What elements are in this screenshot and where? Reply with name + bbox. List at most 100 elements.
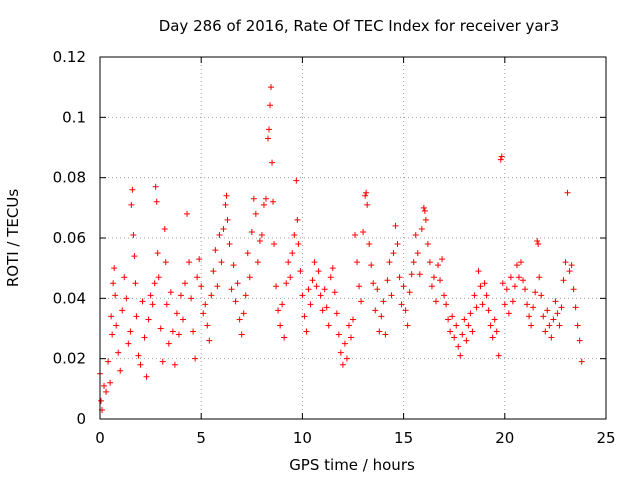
data-point <box>574 322 581 329</box>
data-point <box>135 352 142 359</box>
data-point <box>161 225 168 232</box>
data-point <box>186 259 193 266</box>
x-tick-label: 5 <box>196 429 206 447</box>
data-point <box>554 310 561 317</box>
data-point <box>453 322 460 329</box>
data-point <box>103 388 110 395</box>
data-point <box>380 298 387 305</box>
data-point <box>291 231 298 238</box>
data-point <box>194 274 201 281</box>
data-point <box>262 195 269 202</box>
data-point <box>564 189 571 196</box>
data-point <box>256 238 263 245</box>
data-point <box>98 397 105 404</box>
data-point <box>443 301 450 308</box>
data-point <box>544 307 551 314</box>
data-point <box>173 310 180 317</box>
y-axis-label: ROTI / TECUs <box>4 189 22 287</box>
data-point <box>153 198 160 205</box>
data-point <box>540 313 547 320</box>
data-point <box>226 241 233 248</box>
data-point <box>457 352 464 359</box>
data-point <box>339 361 346 368</box>
data-point <box>412 231 419 238</box>
data-point <box>242 292 249 299</box>
data-point <box>410 259 417 266</box>
data-point <box>572 304 579 311</box>
data-point <box>421 207 428 214</box>
data-point <box>208 292 215 299</box>
data-point <box>366 241 373 248</box>
data-point <box>198 283 205 290</box>
data-point <box>132 280 139 287</box>
data-point <box>491 316 498 323</box>
data-point <box>441 292 448 299</box>
data-point <box>266 126 273 133</box>
data-point <box>364 201 371 208</box>
data-point <box>408 271 415 278</box>
data-point <box>517 259 524 266</box>
data-point <box>246 274 253 281</box>
data-point <box>390 250 397 257</box>
data-point <box>481 280 488 287</box>
data-point <box>526 313 533 320</box>
data-point <box>137 361 144 368</box>
data-point <box>200 310 207 317</box>
data-point <box>485 307 492 314</box>
data-point <box>498 153 505 160</box>
data-point <box>400 283 407 290</box>
data-point <box>439 256 446 263</box>
data-point <box>426 259 433 266</box>
data-point <box>287 274 294 281</box>
data-point <box>507 274 514 281</box>
data-point <box>196 256 203 263</box>
data-point <box>223 192 230 199</box>
data-point <box>538 292 545 299</box>
data-point <box>420 204 427 211</box>
data-point <box>352 231 359 238</box>
data-point <box>477 283 484 290</box>
data-point <box>396 274 403 281</box>
data-point <box>473 304 480 311</box>
x-tick-label: 15 <box>394 429 413 447</box>
data-point <box>309 277 316 284</box>
data-point <box>267 102 274 109</box>
data-point <box>368 262 375 269</box>
data-point <box>254 259 261 266</box>
data-point <box>210 268 217 275</box>
data-point <box>404 322 411 329</box>
y-tick-label: 0.02 <box>53 350 86 368</box>
data-point <box>244 250 251 257</box>
y-tick-labels: 0 0.02 0.04 0.06 0.08 0.1 0.12 <box>53 48 86 428</box>
data-point <box>129 186 136 193</box>
data-point <box>105 358 112 365</box>
data-point <box>360 228 367 235</box>
data-points <box>97 84 585 413</box>
data-point <box>260 201 267 208</box>
data-point <box>455 343 462 350</box>
data-point <box>535 241 542 248</box>
data-point <box>505 310 512 317</box>
data-point <box>467 310 474 317</box>
data-point <box>250 195 257 202</box>
axis-ticks <box>99 56 607 420</box>
data-point <box>422 216 429 223</box>
data-point <box>297 268 304 275</box>
data-point <box>268 84 275 91</box>
data-point <box>113 322 120 329</box>
data-point <box>394 241 401 248</box>
data-point <box>311 259 318 266</box>
data-point <box>283 280 290 287</box>
data-point <box>258 231 265 238</box>
data-point <box>479 301 486 308</box>
data-point <box>430 274 437 281</box>
data-point <box>562 259 569 266</box>
data-point <box>228 286 235 293</box>
data-point <box>155 274 162 281</box>
data-point <box>232 298 239 305</box>
data-point <box>175 331 182 338</box>
data-point <box>317 292 324 299</box>
data-point <box>169 328 176 335</box>
data-point <box>335 331 342 338</box>
x-tick-label: 25 <box>596 429 615 447</box>
